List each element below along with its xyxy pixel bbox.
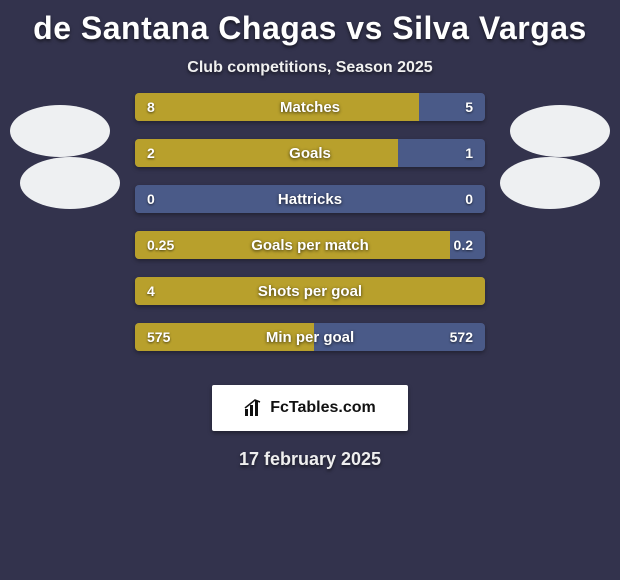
brand-logo-icon <box>244 399 264 417</box>
stat-value-right: 1 <box>453 139 485 167</box>
player-left-avatar-1 <box>10 105 110 157</box>
stat-row: 21Goals <box>135 139 485 167</box>
stat-value-left: 8 <box>135 93 167 121</box>
page-title: de Santana Chagas vs Silva Vargas <box>0 0 620 47</box>
brand-text: FcTables.com <box>270 399 376 417</box>
stat-value-right: 0.2 <box>442 231 485 259</box>
player-left-avatar-2 <box>20 157 120 209</box>
stat-row: 00Hattricks <box>135 185 485 213</box>
player-right-avatar-1 <box>510 105 610 157</box>
stat-row: 85Matches <box>135 93 485 121</box>
stat-value-left: 0.25 <box>135 231 186 259</box>
stat-value-left: 575 <box>135 323 182 351</box>
stat-row: 0.250.2Goals per match <box>135 231 485 259</box>
stat-value-right: 0 <box>453 185 485 213</box>
stat-value-left: 0 <box>135 185 167 213</box>
stat-value-left: 4 <box>135 277 167 305</box>
stat-value-right: 572 <box>438 323 485 351</box>
stat-row: 4Shots per goal <box>135 277 485 305</box>
stats-stage: 85Matches21Goals00Hattricks0.250.2Goals … <box>0 105 620 375</box>
brand-badge[interactable]: FcTables.com <box>212 385 408 431</box>
stat-bars: 85Matches21Goals00Hattricks0.250.2Goals … <box>135 93 485 369</box>
stat-value-right: 5 <box>453 93 485 121</box>
stat-value-right <box>461 277 485 305</box>
stat-value-left: 2 <box>135 139 167 167</box>
player-right-avatar-2 <box>500 157 600 209</box>
subtitle: Club competitions, Season 2025 <box>0 59 620 77</box>
date-label: 17 february 2025 <box>0 449 620 470</box>
stat-row: 575572Min per goal <box>135 323 485 351</box>
comparison-card: de Santana Chagas vs Silva Vargas Club c… <box>0 0 620 580</box>
